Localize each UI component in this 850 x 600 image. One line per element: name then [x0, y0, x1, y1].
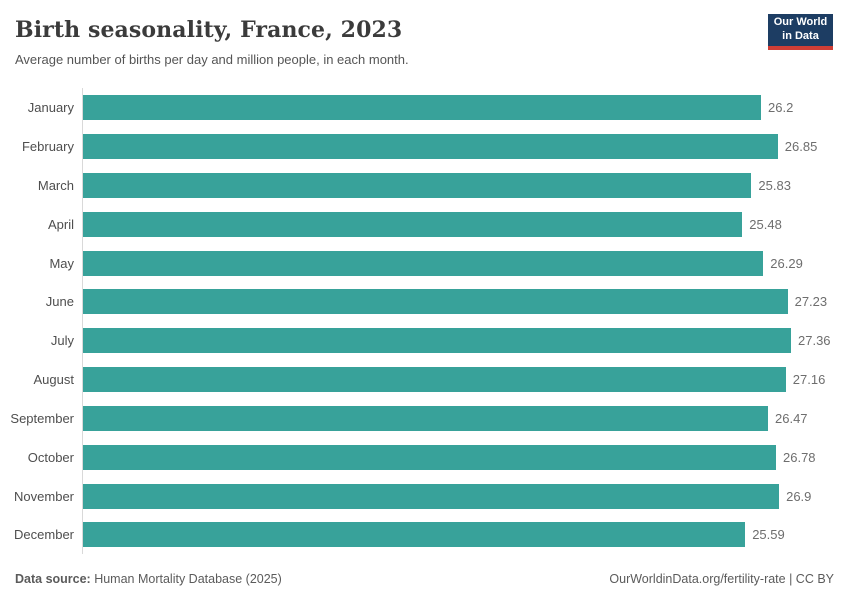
- value-label: 26.9: [786, 488, 812, 504]
- chart-row: June 27.23: [0, 282, 850, 322]
- category-label: October: [27, 449, 74, 465]
- category-label: May: [49, 255, 74, 271]
- category-label: December: [14, 527, 74, 543]
- bar[interactable]: [83, 172, 752, 198]
- attribution-link[interactable]: OurWorldinData.org/fertility-rate | CC B…: [609, 572, 834, 586]
- bar-track: 26.78: [82, 437, 850, 477]
- value-label: 27.36: [798, 333, 831, 349]
- category-label: June: [45, 294, 74, 310]
- page-title: Birth seasonality, France, 2023: [15, 17, 403, 43]
- chart-row: August 27.16: [0, 360, 850, 400]
- category-label: July: [50, 333, 74, 349]
- value-label: 25.83: [758, 177, 791, 193]
- chart-header: Birth seasonality, France, 2023 Average …: [0, 0, 850, 69]
- value-label: 26.2: [768, 100, 794, 116]
- category-label: April: [47, 216, 74, 232]
- bar-track: 26.85: [82, 127, 850, 166]
- chart-row: July 27.36: [0, 321, 850, 361]
- bar[interactable]: [83, 289, 788, 315]
- bar[interactable]: [83, 250, 764, 276]
- chart-footer: Data source: Human Mortality Database (2…: [0, 572, 850, 600]
- chart-row: March 25.83: [0, 165, 850, 205]
- bar[interactable]: [83, 483, 780, 509]
- bar[interactable]: [83, 444, 776, 470]
- data-source-text: Human Mortality Database (2025): [90, 572, 282, 586]
- bar-track: 25.83: [82, 165, 850, 205]
- owid-logo-line2: in Data: [782, 30, 819, 42]
- category-label: March: [37, 177, 74, 193]
- bar[interactable]: [83, 405, 768, 431]
- bar-track: 26.29: [82, 243, 850, 283]
- owid-logo-line1: Our World: [773, 16, 828, 29]
- chart-row: November 26.9: [0, 476, 850, 516]
- bar-track: 26.47: [82, 399, 850, 438]
- bar[interactable]: [83, 522, 746, 548]
- chart-row: September 26.47: [0, 399, 850, 438]
- bar[interactable]: [83, 328, 791, 354]
- bar[interactable]: [83, 134, 778, 160]
- bar[interactable]: [83, 367, 786, 393]
- bar-track: 26.2: [82, 88, 850, 128]
- chart-subtitle: Average number of births per day and mil…: [15, 52, 409, 68]
- owid-logo[interactable]: Our World in Data: [768, 14, 833, 50]
- chart-row: December 25.59: [0, 515, 850, 555]
- value-label: 27.23: [794, 294, 828, 310]
- bar-track: 27.36: [82, 321, 850, 361]
- category-label: January: [27, 100, 74, 116]
- data-source-note: Data source: Human Mortality Database (2…: [15, 572, 282, 586]
- bar-track: 26.9: [82, 476, 850, 516]
- bar-chart: January 26.2 February 26.85 March 25.83 April 2…: [0, 88, 850, 555]
- bar-track: 25.59: [82, 515, 850, 555]
- data-source-label: Data source:: [15, 572, 91, 586]
- category-label: August: [33, 372, 74, 388]
- bar[interactable]: [83, 95, 761, 121]
- chart-row: October 26.78: [0, 437, 850, 477]
- bar-track: 27.16: [82, 360, 850, 400]
- value-label: 26.29: [770, 255, 803, 271]
- chart-row: April 25.48: [0, 204, 850, 244]
- bar[interactable]: [83, 211, 743, 237]
- value-label: 26.85: [784, 139, 818, 155]
- chart-row: May 26.29: [0, 243, 850, 283]
- chart-row: February 26.85: [0, 127, 850, 166]
- category-label: November: [14, 488, 74, 504]
- category-label: September: [10, 410, 74, 426]
- value-label: 25.48: [749, 216, 782, 232]
- bar-track: 27.23: [82, 282, 850, 322]
- value-label: 26.78: [783, 449, 816, 465]
- chart-row: January 26.2: [0, 88, 850, 128]
- value-label: 27.16: [792, 372, 826, 388]
- bar-track: 25.48: [82, 204, 850, 244]
- value-label: 26.47: [775, 410, 808, 426]
- category-label: February: [21, 139, 74, 155]
- value-label: 25.59: [752, 527, 785, 543]
